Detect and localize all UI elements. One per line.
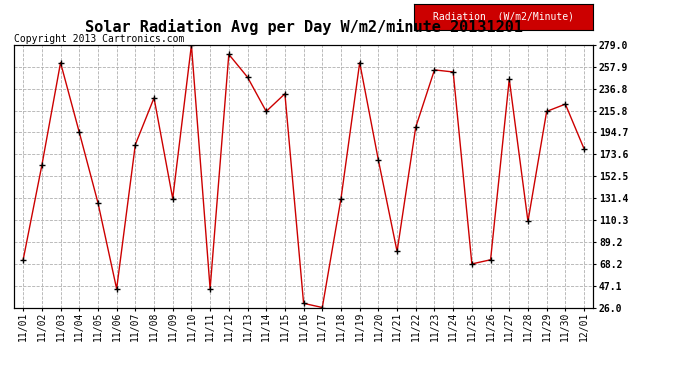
Text: Solar Radiation Avg per Day W/m2/minute 20131201: Solar Radiation Avg per Day W/m2/minute … [85,19,522,35]
Text: Copyright 2013 Cartronics.com: Copyright 2013 Cartronics.com [14,34,184,44]
Text: Radiation  (W/m2/Minute): Radiation (W/m2/Minute) [433,12,574,22]
